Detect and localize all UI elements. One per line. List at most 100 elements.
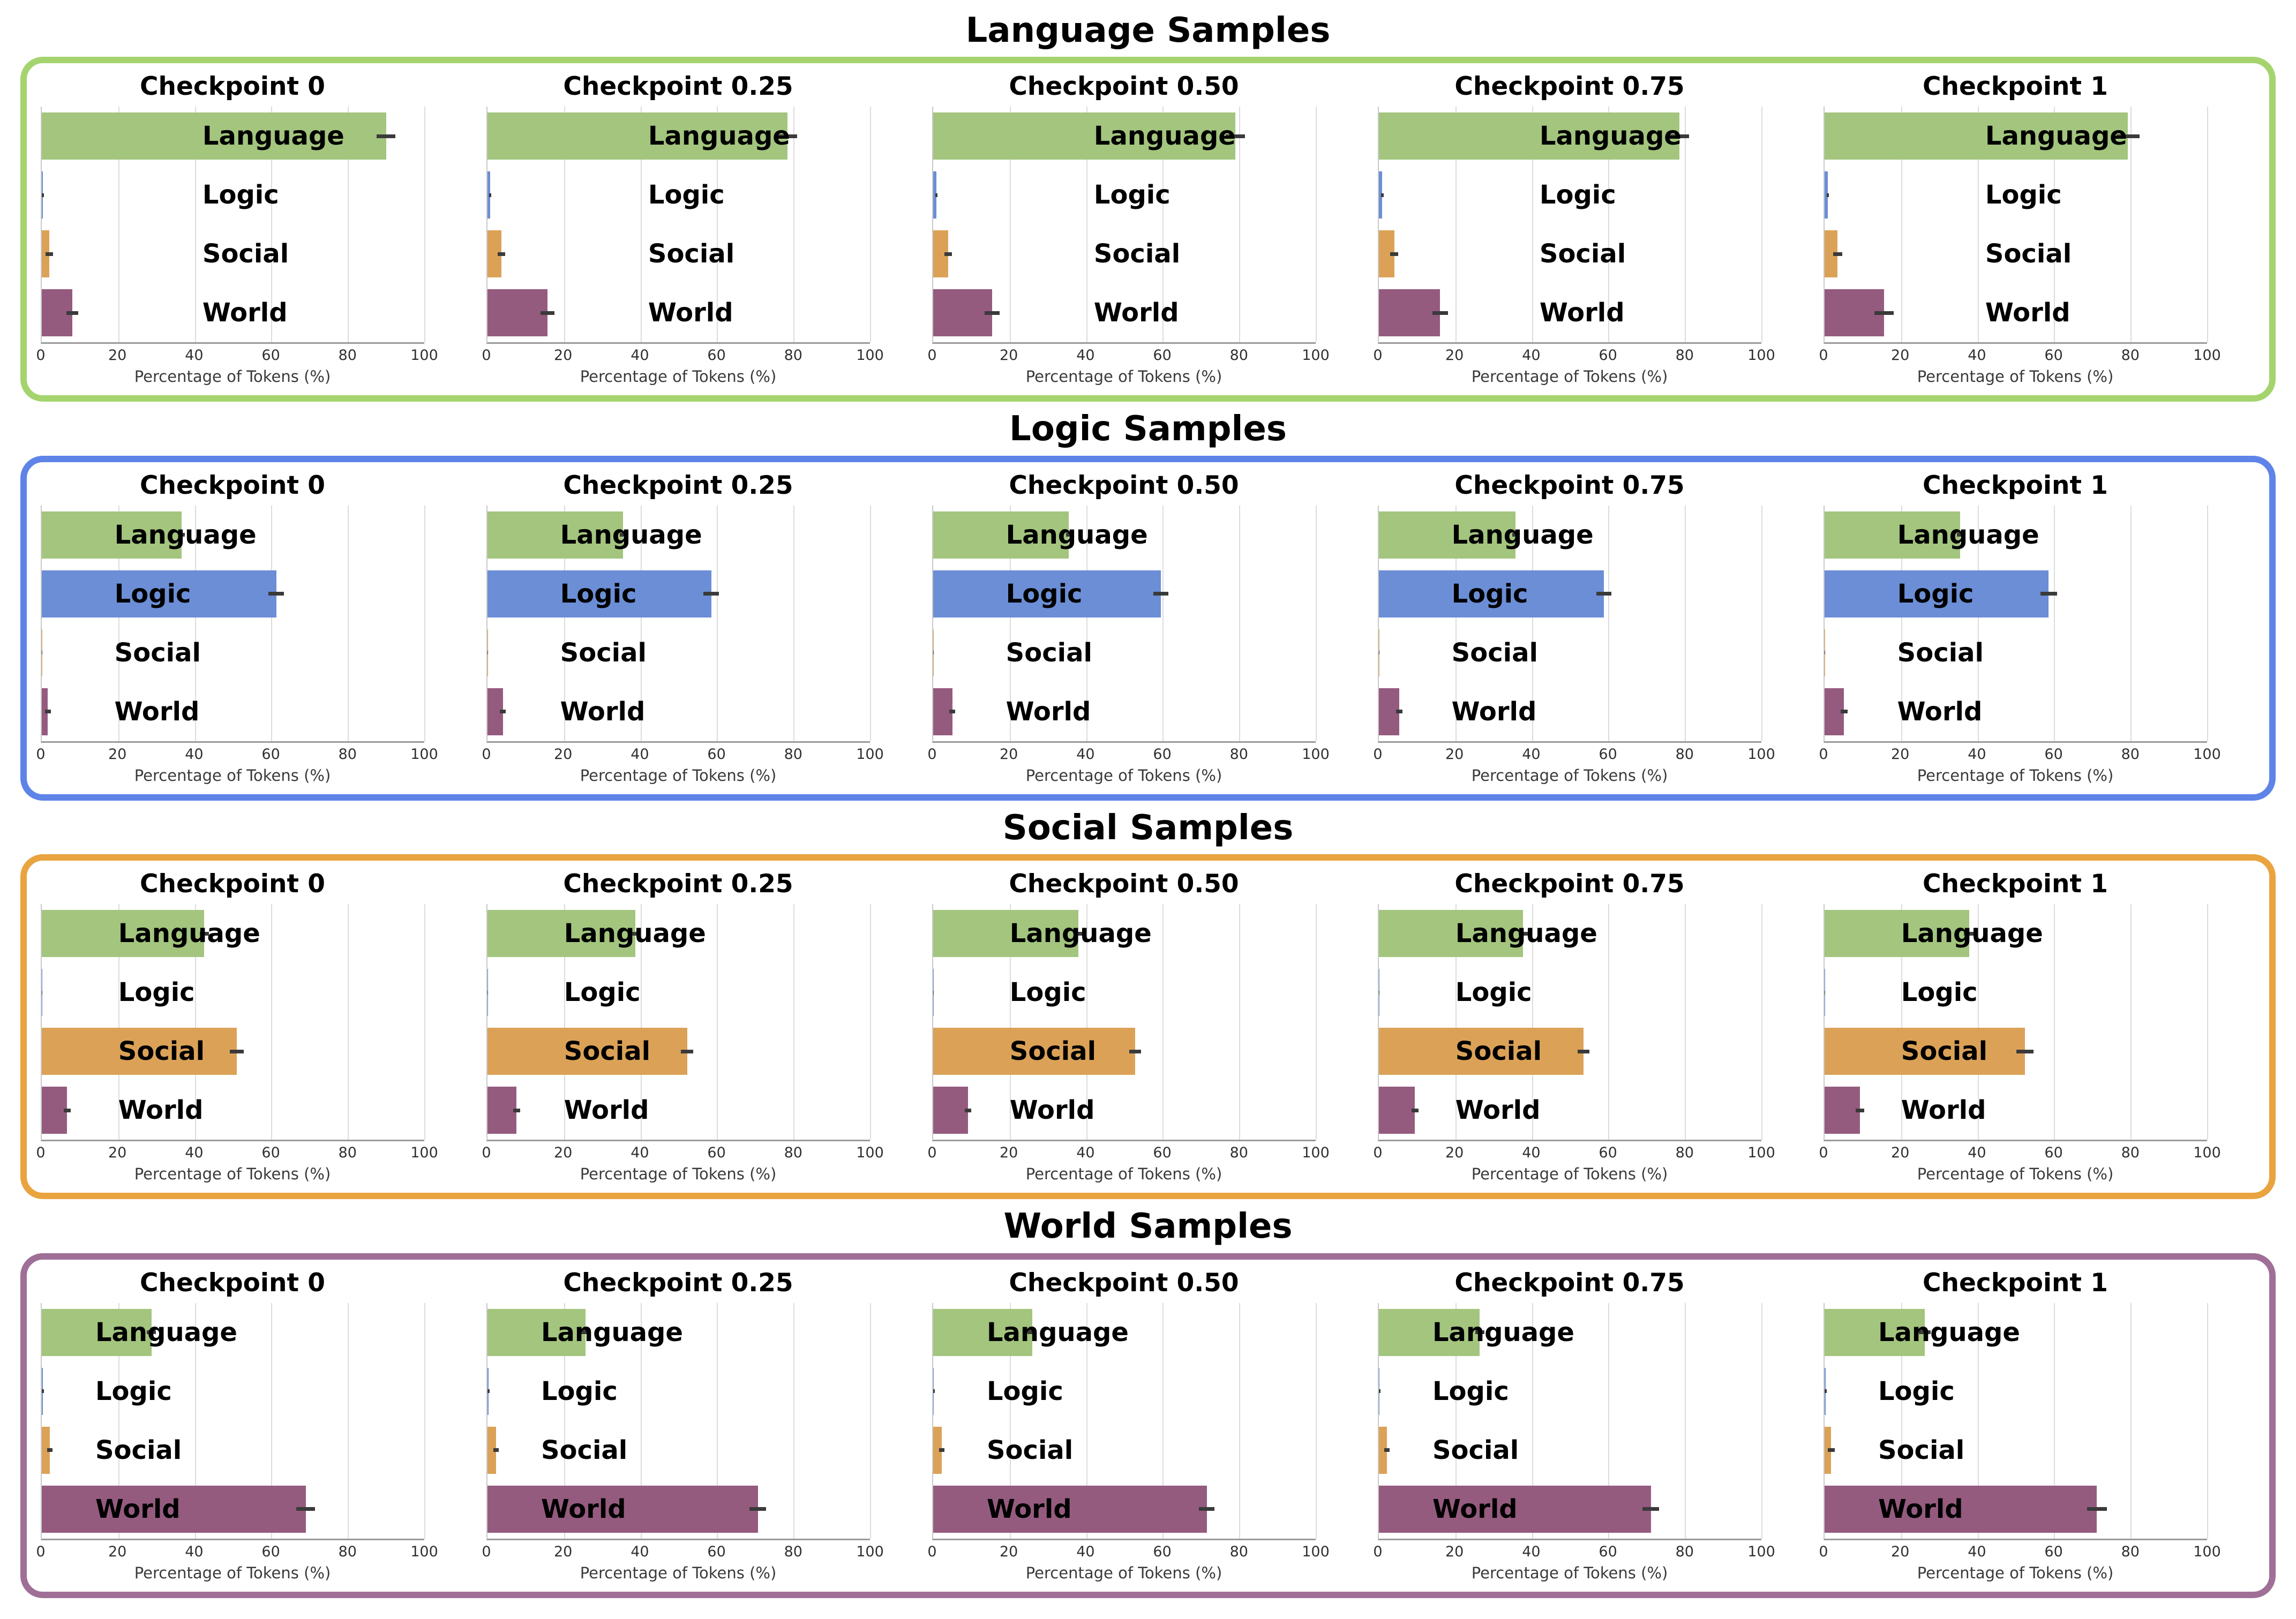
x-tick-label: 20 [1891, 746, 1910, 763]
error-bar [296, 1507, 316, 1511]
bar-world [487, 1485, 758, 1533]
plot-area: Language Logic Social World [486, 505, 871, 743]
category-label: Social [202, 239, 289, 269]
x-axis-ticks: 0 20 40 60 80 100 [1819, 1540, 2220, 1561]
x-tick-label: 80 [2121, 1144, 2140, 1162]
gridline [1316, 505, 1317, 741]
gridline [271, 107, 273, 343]
x-tick-label: 40 [185, 746, 204, 763]
error-bar [933, 990, 934, 995]
x-tick-label: 60 [1599, 1144, 1617, 1162]
x-tick-label: 40 [1076, 1543, 1095, 1560]
x-tick-label: 20 [1000, 746, 1018, 763]
category-label: Social [1455, 1036, 1542, 1067]
x-axis-label: Percentage of Tokens (%) [1471, 766, 1668, 785]
group-box: Checkpoint 0 Language Logic Social World 0 20 4… [20, 854, 2276, 1200]
gridline [1608, 1302, 1610, 1539]
group-box: Checkpoint 0 Language Logic Social World 0 20 4… [20, 455, 2276, 801]
category-label: Language [1006, 519, 1148, 550]
category-label: World [1897, 696, 1983, 727]
x-tick-label: 80 [784, 347, 802, 364]
error-bar [1396, 710, 1402, 714]
error-bar [964, 1108, 972, 1112]
x-tick-label: 20 [1445, 1543, 1464, 1560]
x-tick-label: 20 [1445, 746, 1464, 763]
x-tick-label: 100 [1302, 1543, 1330, 1560]
x-tick-label: 60 [707, 1144, 726, 1162]
gridline [2130, 1302, 2132, 1539]
error-bar [1129, 1049, 1142, 1053]
error-bar [1826, 193, 1829, 197]
x-tick-label: 20 [108, 1144, 127, 1162]
x-tick-label: 20 [1445, 347, 1464, 364]
gridline [640, 904, 642, 1140]
error-bar [2087, 1507, 2107, 1511]
error-bar [620, 533, 626, 537]
plot-area: Language Logic Social World [486, 904, 871, 1142]
x-axis-ticks: 0 20 40 60 80 100 [927, 743, 1329, 763]
error-bar [1833, 252, 1842, 256]
x-axis-ticks: 0 20 40 60 80 100 [1819, 743, 2220, 763]
category-label: World [118, 1095, 204, 1126]
error-bar [1827, 1448, 1835, 1452]
sample-group-section: Language Samples Checkpoint 0 Language Logi… [0, 12, 2296, 402]
x-tick-label: 0 [36, 746, 46, 763]
error-bar [1596, 592, 1612, 596]
gridline [1685, 505, 1686, 741]
x-tick-label: 0 [36, 347, 46, 364]
x-tick-label: 20 [108, 746, 127, 763]
gridline [870, 107, 871, 343]
subplot-title: Checkpoint 0 [140, 869, 325, 899]
x-tick-label: 40 [1076, 746, 1095, 763]
x-axis-ticks: 0 20 40 60 80 100 [1819, 344, 2220, 364]
gridline [1685, 904, 1686, 1140]
plot-area: Language Logic Social World [41, 505, 425, 743]
gridline [194, 1302, 196, 1539]
x-tick-label: 80 [1229, 347, 1248, 364]
x-tick-label: 80 [1675, 347, 1694, 364]
subplot: Checkpoint 0.25 Language Logic Social World 0… [482, 867, 918, 1183]
error-bar [1518, 931, 1528, 936]
category-label: Language [986, 1317, 1129, 1347]
x-axis-label: Percentage of Tokens (%) [1917, 1563, 2114, 1582]
x-tick-label: 80 [1675, 1543, 1694, 1560]
x-tick-label: 20 [108, 347, 127, 364]
gridline [1455, 1302, 1457, 1539]
x-tick-label: 20 [1891, 347, 1910, 364]
subplot: Checkpoint 0.75 Language Logic Social World 0… [1373, 867, 1810, 1183]
subplot: Checkpoint 0 Language Logic Social World 0 20 4… [36, 867, 472, 1183]
bar-language [42, 511, 182, 559]
gridline [1901, 1302, 1902, 1539]
x-axis-ticks: 0 20 40 60 80 100 [1373, 1540, 1775, 1561]
bar-world [933, 688, 952, 735]
category-label: World [1878, 1494, 1963, 1524]
plot-area: Language Logic Social World [41, 1302, 425, 1540]
bar-world [1379, 1485, 1651, 1533]
gridline [1086, 1302, 1087, 1539]
x-axis-ticks: 0 20 40 60 80 100 [482, 743, 883, 763]
bar-language [1825, 1308, 1925, 1356]
x-tick-label: 60 [261, 1144, 280, 1162]
bar-world [42, 1485, 306, 1533]
x-tick-label: 100 [2193, 347, 2221, 364]
x-tick-label: 60 [707, 746, 726, 763]
group-box: Checkpoint 0 Language Logic Social World 0 20 4… [20, 57, 2276, 402]
category-label: Social [1451, 637, 1538, 668]
x-axis-ticks: 0 20 40 60 80 100 [482, 1141, 883, 1162]
x-tick-label: 60 [1599, 1543, 1617, 1560]
gridline [1009, 904, 1011, 1140]
gridline [717, 505, 718, 741]
bar-world [933, 1087, 968, 1134]
x-tick-label: 80 [1229, 746, 1248, 763]
gridline [1532, 505, 1533, 741]
x-tick-label: 40 [631, 347, 649, 364]
gridline [870, 505, 871, 741]
x-tick-label: 0 [927, 746, 937, 763]
plot-area: Language Logic Social World [486, 1302, 871, 1540]
x-axis-ticks: 0 20 40 60 80 100 [1373, 743, 1775, 763]
gridline [1532, 107, 1533, 343]
x-axis-label: Percentage of Tokens (%) [1471, 1563, 1668, 1582]
x-tick-label: 60 [707, 1543, 726, 1560]
subplot-title: Checkpoint 0.75 [1454, 1268, 1685, 1298]
error-bar [487, 990, 489, 995]
